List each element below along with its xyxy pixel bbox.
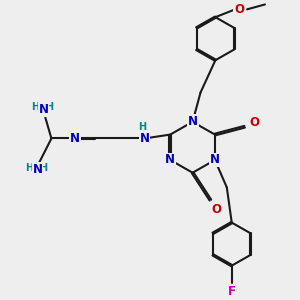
Text: N: N [140, 132, 149, 145]
Text: O: O [234, 3, 244, 16]
Text: F: F [228, 285, 236, 298]
Text: H: H [26, 163, 34, 173]
Text: N: N [38, 103, 49, 116]
Text: N: N [165, 154, 175, 166]
Text: O: O [212, 203, 221, 216]
Text: N: N [210, 154, 220, 166]
Text: H: H [139, 122, 147, 132]
Text: O: O [250, 116, 260, 129]
Text: N: N [188, 115, 198, 128]
Text: H: H [39, 163, 47, 173]
Text: H: H [45, 102, 53, 112]
Text: H: H [32, 102, 40, 112]
Text: N: N [70, 132, 80, 145]
Text: N: N [32, 163, 43, 176]
